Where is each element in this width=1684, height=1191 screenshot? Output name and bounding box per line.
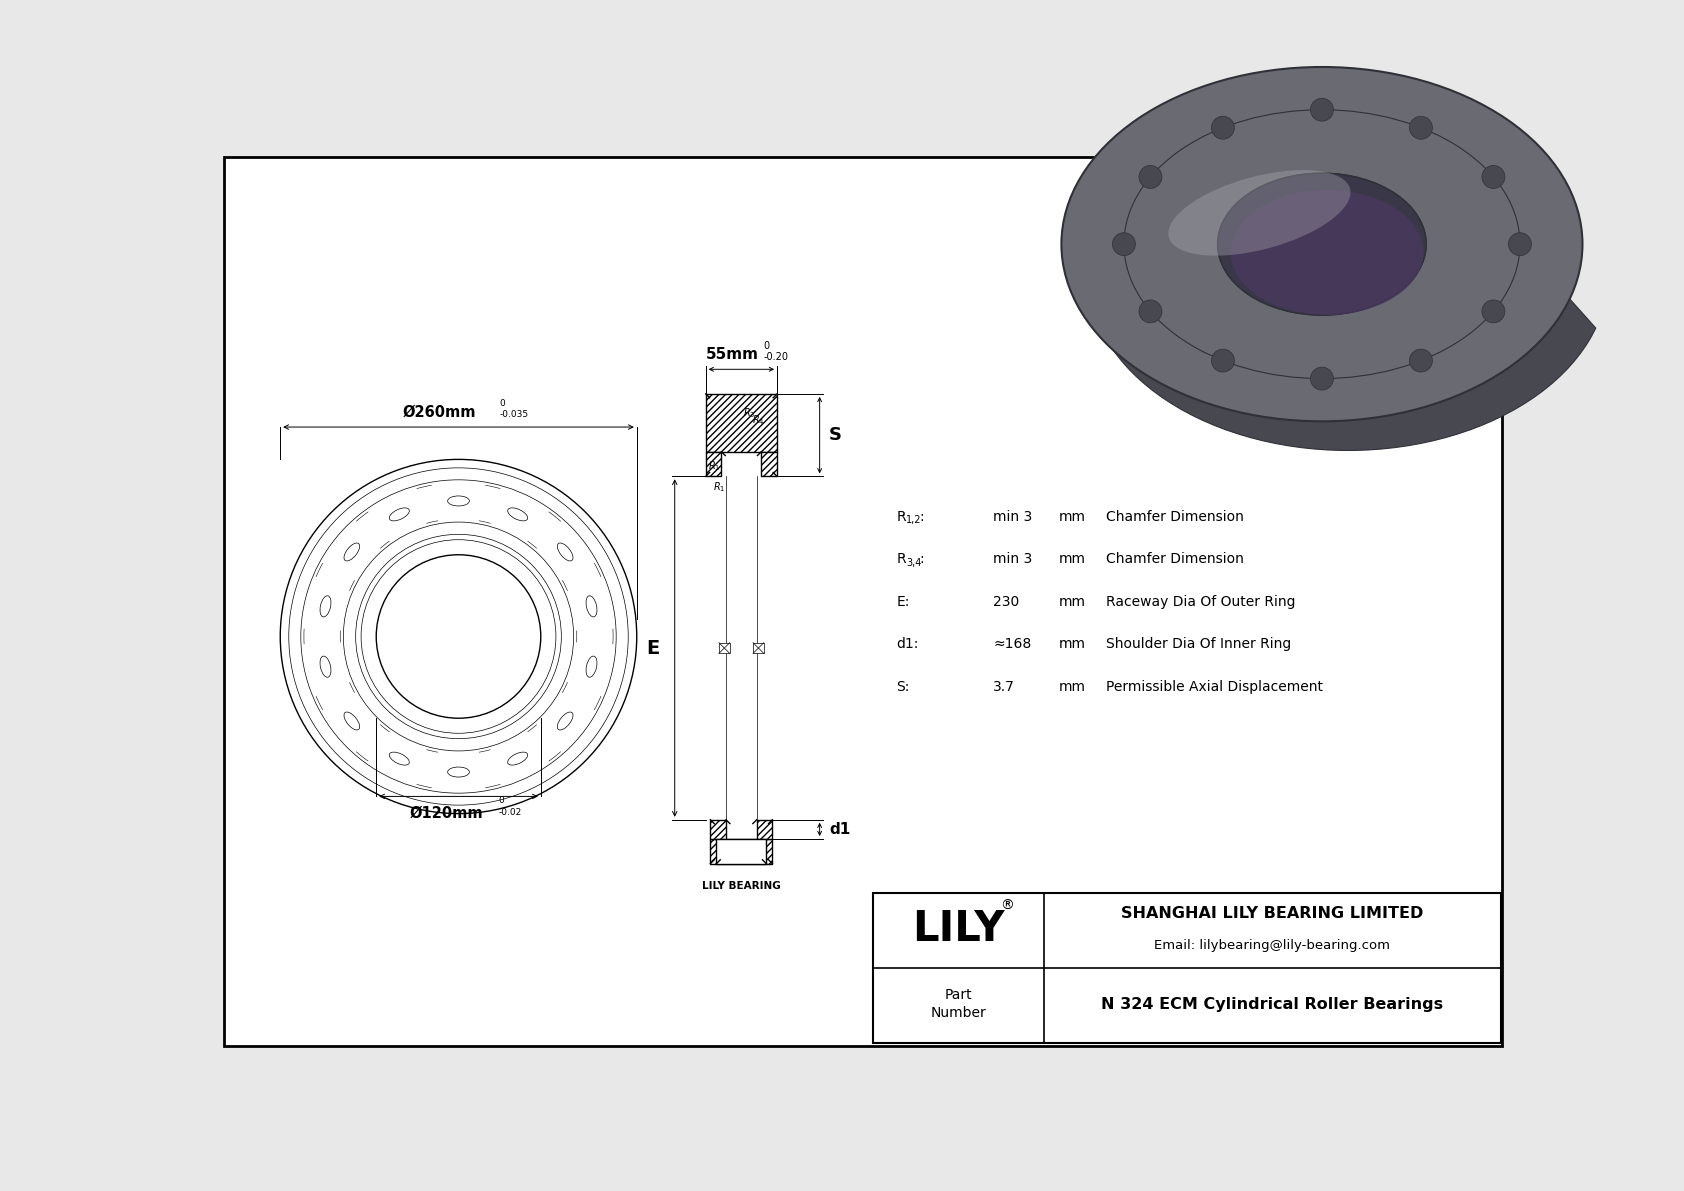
- Ellipse shape: [1509, 232, 1531, 256]
- Ellipse shape: [1410, 117, 1433, 139]
- Text: 55mm: 55mm: [706, 348, 758, 362]
- Text: S: S: [829, 426, 842, 444]
- Bar: [716, 838, 766, 863]
- Text: mm: mm: [1059, 680, 1086, 693]
- Text: 0: 0: [498, 797, 505, 805]
- Ellipse shape: [1482, 300, 1505, 323]
- Text: Chamfer Dimension: Chamfer Dimension: [1106, 553, 1243, 567]
- Text: E: E: [647, 638, 658, 657]
- Text: Raceway Dia Of Outer Ring: Raceway Dia Of Outer Ring: [1106, 594, 1295, 609]
- Ellipse shape: [1138, 300, 1162, 323]
- Text: Shoulder Dia Of Inner Ring: Shoulder Dia Of Inner Ring: [1106, 637, 1292, 651]
- Text: -0.20: -0.20: [763, 353, 788, 362]
- Ellipse shape: [1410, 349, 1433, 372]
- Text: mm: mm: [1059, 553, 1086, 567]
- Text: R: R: [896, 510, 906, 524]
- Bar: [872, 893, 1500, 1043]
- Text: LILY BEARING: LILY BEARING: [702, 880, 781, 891]
- Text: d1:: d1:: [896, 637, 919, 651]
- Ellipse shape: [1061, 67, 1583, 422]
- Text: :: :: [919, 510, 925, 524]
- Text: Chamfer Dimension: Chamfer Dimension: [1106, 510, 1243, 524]
- Text: -0.02: -0.02: [498, 807, 522, 817]
- Text: 3,4: 3,4: [906, 557, 921, 568]
- Text: -0.035: -0.035: [500, 411, 529, 419]
- Text: Ø260mm: Ø260mm: [402, 405, 477, 419]
- Ellipse shape: [1310, 367, 1334, 391]
- Ellipse shape: [1123, 110, 1521, 379]
- Text: 0: 0: [763, 341, 770, 351]
- Text: 3.7: 3.7: [994, 680, 1015, 693]
- PathPatch shape: [1074, 299, 1596, 450]
- Text: Email: lilybearing@lily-bearing.com: Email: lilybearing@lily-bearing.com: [1154, 940, 1391, 953]
- Ellipse shape: [1231, 189, 1423, 316]
- Text: min 3: min 3: [994, 510, 1032, 524]
- Bar: [706, 451, 721, 476]
- Text: N 324 ECM Cylindrical Roller Bearings: N 324 ECM Cylindrical Roller Bearings: [1101, 997, 1443, 1011]
- Text: S:: S:: [896, 680, 909, 693]
- Text: Part
Number: Part Number: [931, 987, 987, 1021]
- Text: Ø120mm: Ø120mm: [411, 805, 483, 821]
- Text: mm: mm: [1059, 637, 1086, 651]
- Text: LILY: LILY: [913, 908, 1005, 950]
- Ellipse shape: [1218, 173, 1426, 316]
- Text: E:: E:: [896, 594, 909, 609]
- Ellipse shape: [1310, 99, 1334, 121]
- Text: $R_1$: $R_1$: [712, 480, 726, 494]
- Ellipse shape: [1218, 173, 1426, 316]
- Text: 1,2: 1,2: [906, 516, 921, 525]
- Ellipse shape: [1165, 138, 1479, 350]
- Text: Permissible Axial Displacement: Permissible Axial Displacement: [1106, 680, 1322, 693]
- Text: $R_1$: $R_1$: [707, 460, 721, 473]
- Bar: [719, 643, 729, 654]
- Bar: [761, 451, 776, 476]
- Text: ®: ®: [1000, 899, 1014, 912]
- Text: min 3: min 3: [994, 553, 1032, 567]
- Ellipse shape: [1113, 232, 1135, 256]
- Text: ≈168: ≈168: [994, 637, 1032, 651]
- Text: mm: mm: [1059, 510, 1086, 524]
- Bar: [706, 394, 776, 451]
- Bar: [711, 819, 726, 838]
- Bar: [711, 838, 773, 863]
- Text: 0: 0: [500, 399, 505, 407]
- Text: $R_4$: $R_4$: [753, 413, 765, 428]
- Ellipse shape: [1482, 166, 1505, 188]
- Bar: [756, 819, 773, 838]
- Text: SHANGHAI LILY BEARING LIMITED: SHANGHAI LILY BEARING LIMITED: [1122, 906, 1423, 921]
- Text: $R_3$: $R_3$: [743, 406, 756, 420]
- Ellipse shape: [1169, 170, 1351, 256]
- Text: 230: 230: [994, 594, 1019, 609]
- Bar: [753, 643, 765, 654]
- Text: R: R: [896, 553, 906, 567]
- Text: d1: d1: [829, 822, 850, 837]
- Ellipse shape: [1211, 349, 1234, 372]
- Ellipse shape: [1138, 166, 1162, 188]
- Text: :: :: [919, 553, 925, 567]
- Ellipse shape: [1211, 117, 1234, 139]
- Text: mm: mm: [1059, 594, 1086, 609]
